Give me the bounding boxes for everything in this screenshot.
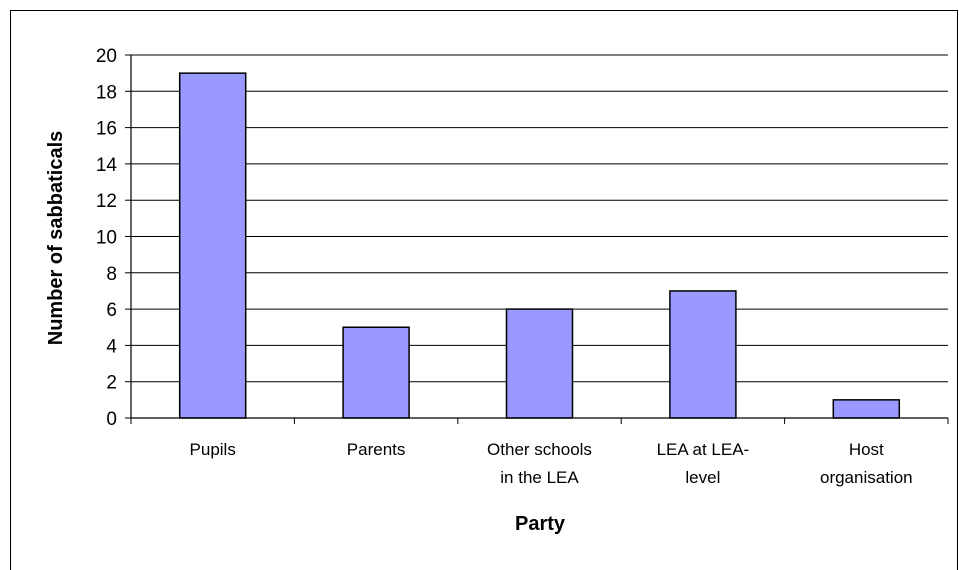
- x-tick-label: Pupils: [190, 440, 236, 459]
- y-tick-label: 20: [96, 46, 117, 67]
- y-tick-label: 2: [106, 373, 117, 394]
- y-tick-label: 16: [96, 119, 117, 140]
- y-axis-title: Number of sabbaticals: [45, 131, 67, 346]
- y-tick-label: 18: [96, 82, 117, 103]
- x-tick-label: LEA at LEA-level: [657, 440, 750, 487]
- bar: [178, 72, 247, 419]
- x-tick-label-line: Parents: [347, 440, 406, 459]
- x-tick-label: Host organisation: [820, 440, 913, 487]
- bar: [669, 290, 737, 419]
- bars: [178, 72, 901, 419]
- x-tick-label-line: Pupils: [190, 440, 236, 459]
- y-tick-label: 6: [106, 300, 117, 321]
- chart-frame: [10, 10, 958, 570]
- x-axis-title: Party: [515, 513, 566, 535]
- y-tick-label: 4: [106, 336, 117, 357]
- y-tick-label: 0: [106, 409, 117, 430]
- y-tick-label: 10: [96, 228, 117, 249]
- axes: [130, 55, 949, 424]
- bar: [505, 308, 574, 419]
- y-tick-label: 14: [96, 155, 118, 176]
- bar: [342, 326, 410, 419]
- x-tick-label-line: Host: [849, 440, 884, 459]
- x-tick-label-line: level: [685, 468, 720, 487]
- x-tick-label: Other schools in the LEA: [487, 440, 592, 487]
- y-tick-label: 8: [106, 264, 117, 285]
- x-tick-label-line: LEA at LEA-: [657, 440, 750, 459]
- y-tick-labels: 0 2 4 6 8 10 12 14 16 18 20: [96, 46, 118, 430]
- x-tick-label-line: in the LEA: [500, 468, 579, 487]
- y-tick-label: 12: [96, 191, 117, 212]
- bar: [832, 399, 901, 419]
- x-tick-label-line: Other schools: [487, 440, 592, 459]
- x-tick-label-line: organisation: [820, 468, 913, 487]
- x-tick-label: Parents: [347, 440, 406, 459]
- x-tick-labels: Pupils Parents Other schools in the LEA LEA …: [190, 440, 913, 487]
